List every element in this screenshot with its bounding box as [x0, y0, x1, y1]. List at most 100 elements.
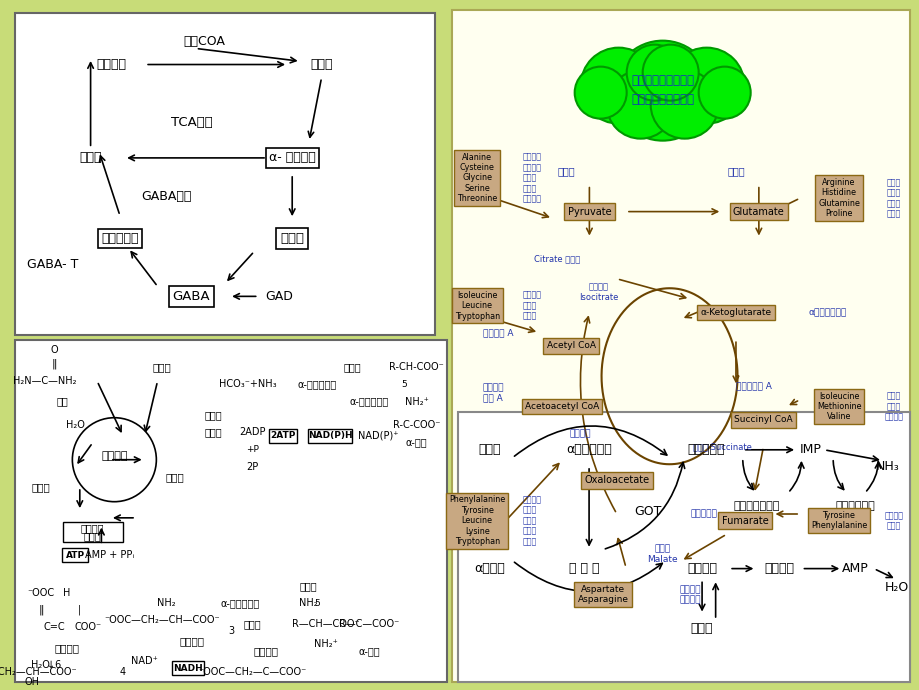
Circle shape: [650, 70, 718, 139]
Text: 琥珀酸辅酶 A: 琥珀酸辅酶 A: [735, 382, 771, 391]
Text: 氨基甲: 氨基甲: [205, 411, 222, 420]
Text: NH₂: NH₂: [299, 598, 318, 609]
Text: ‖: ‖: [51, 359, 57, 369]
Text: ATP: ATP: [66, 551, 85, 560]
Text: 精氨酸代: 精氨酸代: [81, 524, 105, 533]
Text: Succinyl CoA: Succinyl CoA: [733, 415, 792, 424]
Text: TCA循环: TCA循环: [170, 116, 212, 129]
Text: 天门冬氨酸: 天门冬氨酸: [687, 443, 724, 456]
Text: Isoleucine
Methionine
Valine: Isoleucine Methionine Valine: [816, 392, 860, 422]
Text: H: H: [63, 588, 71, 598]
Text: 2ADP: 2ADP: [239, 427, 266, 437]
Text: 延胡索酸: 延胡索酸: [54, 643, 79, 653]
FancyBboxPatch shape: [451, 10, 909, 682]
Text: 乙酰辅酶 A: 乙酰辅酶 A: [482, 328, 513, 337]
FancyBboxPatch shape: [458, 412, 909, 682]
Text: 谷氨酸: 谷氨酸: [280, 232, 304, 245]
Text: 乌氨酸: 乌氨酸: [153, 362, 171, 373]
Text: Glutamate: Glutamate: [732, 206, 784, 217]
FancyBboxPatch shape: [15, 13, 435, 335]
Text: C=C: C=C: [43, 622, 64, 632]
Text: NH₂⁺: NH₂⁺: [404, 397, 428, 406]
Text: GABA- T: GABA- T: [27, 257, 78, 270]
Text: α-酮代戊二酸: α-酮代戊二酸: [349, 397, 389, 406]
Text: ↓6: ↓6: [47, 660, 61, 670]
Text: 天冬氨酸: 天冬氨酸: [179, 636, 204, 646]
Text: R-C-COO⁻: R-C-COO⁻: [392, 420, 440, 431]
Text: NAD(P)H: NAD(P)H: [308, 431, 352, 440]
Text: α-酮代戊二酸: α-酮代戊二酸: [220, 598, 259, 609]
Text: Tyrosine
Phenylalanine: Tyrosine Phenylalanine: [810, 511, 867, 531]
Text: Fumarate: Fumarate: [721, 515, 767, 526]
Text: 氨基酸: 氨基酸: [343, 362, 360, 373]
Text: NH₃: NH₃: [875, 460, 898, 473]
Text: R—CH—COO⁻: R—CH—COO⁻: [292, 619, 359, 629]
Text: H₂N—C—NH₂: H₂N—C—NH₂: [14, 376, 77, 386]
Text: 异柠檬酸
Isocitrate: 异柠檬酸 Isocitrate: [578, 282, 618, 302]
Text: Acetoacetyl CoA: Acetoacetyl CoA: [524, 402, 598, 411]
Text: 苯丙氨酸
酪氨酸
亮氨酸
赖氨酸
色氨酸: 苯丙氨酸 酪氨酸 亮氨酸 赖氨酸 色氨酸: [522, 495, 541, 546]
Text: α- 酮戊二酸: α- 酮戊二酸: [268, 151, 315, 164]
Text: Acetyl CoA: Acetyl CoA: [546, 342, 595, 351]
FancyBboxPatch shape: [172, 661, 204, 676]
Text: 腺苷酸代琥珀酸: 腺苷酸代琥珀酸: [732, 502, 778, 511]
Text: R-CH-COO⁻: R-CH-COO⁻: [389, 362, 444, 373]
Text: 草酰乙酸: 草酰乙酸: [569, 429, 590, 438]
Text: 4: 4: [119, 667, 126, 677]
Text: α-Ketoglutarate: α-Ketoglutarate: [699, 308, 771, 317]
Circle shape: [606, 70, 674, 139]
Text: 谷氨酸: 谷氨酸: [244, 619, 261, 629]
Text: GOT: GOT: [633, 505, 661, 518]
Circle shape: [642, 45, 698, 101]
Text: 氨基酸: 氨基酸: [478, 443, 500, 456]
Text: 苹果酸: 苹果酸: [690, 622, 712, 635]
Text: GABA旁路: GABA旁路: [141, 190, 191, 203]
Text: 氨基酸: 氨基酸: [300, 581, 317, 591]
Text: ⁻OOC—CH₂—C—COO⁻: ⁻OOC—CH₂—C—COO⁻: [199, 667, 306, 677]
Text: 草酰乙酸: 草酰乙酸: [96, 58, 127, 71]
Text: α-酮酸: α-酮酸: [358, 647, 380, 656]
Text: 氨基酸碳架进入三羧: 氨基酸碳架进入三羧: [630, 74, 694, 87]
Text: 丙酮酸: 丙酮酸: [557, 166, 574, 176]
Text: Isoleucine
Leucine
Tryptophan: Isoleucine Leucine Tryptophan: [454, 290, 499, 321]
Text: α－酮酸: α－酮酸: [474, 562, 505, 575]
Text: 酰磷酸: 酰磷酸: [205, 427, 222, 437]
Text: 延胡索酸: 延胡索酸: [763, 562, 793, 575]
Circle shape: [612, 41, 712, 141]
Text: 尿素: 尿素: [57, 397, 68, 406]
Text: Arginine
Histidine
Glutamine
Proline: Arginine Histidine Glutamine Proline: [817, 178, 859, 218]
Text: NAD⁺: NAD⁺: [131, 656, 158, 667]
FancyBboxPatch shape: [15, 340, 447, 682]
Text: Citrate 柠檬酸: Citrate 柠檬酸: [534, 254, 580, 263]
Text: 草酰乙酸: 草酰乙酸: [686, 562, 716, 575]
Text: 5: 5: [401, 380, 406, 389]
Text: Pyruvate: Pyruvate: [567, 206, 610, 217]
Text: H₂O: H₂O: [66, 420, 85, 431]
Text: 鸟氨酸: 鸟氨酸: [31, 482, 51, 492]
Text: GABA: GABA: [173, 290, 210, 303]
Text: α－酮戊二酸: α－酮戊二酸: [565, 443, 611, 456]
Text: 柠檬酸: 柠檬酸: [310, 58, 333, 71]
Text: Phenylalanine
Tyrosine
Leucine
Lysine
Tryptophan: Phenylalanine Tyrosine Leucine Lysine Tr…: [448, 495, 505, 546]
Text: NADH: NADH: [173, 664, 202, 673]
Text: 腺苷酸脱氨酶: 腺苷酸脱氨酶: [835, 502, 875, 511]
Text: R—C—COO⁻: R—C—COO⁻: [339, 619, 399, 629]
Text: 瓜氨酸: 瓜氨酸: [165, 472, 184, 482]
Text: 琥珀酸半醛: 琥珀酸半醛: [101, 232, 139, 245]
Circle shape: [668, 48, 743, 124]
Text: 反丁烯二酸: 反丁烯二酸: [690, 509, 717, 518]
Text: ⁻OOC—CH₂—CH—COO⁻: ⁻OOC—CH₂—CH—COO⁻: [0, 667, 77, 677]
Text: 琥珀酸: 琥珀酸: [79, 151, 102, 164]
Text: IMP: IMP: [799, 443, 821, 456]
Text: HCO₃⁻+NH₃: HCO₃⁻+NH₃: [220, 380, 277, 389]
Text: NAD(P)⁺: NAD(P)⁺: [357, 431, 398, 441]
Text: 氨基丙酸
半胱氨酸
甘氨酸
丝氨酸
是宁氨酸: 氨基丙酸 半胱氨酸 甘氨酸 丝氨酸 是宁氨酸: [522, 152, 541, 204]
Text: 2ATP: 2ATP: [270, 431, 295, 440]
Text: O: O: [50, 345, 58, 355]
Circle shape: [574, 67, 626, 119]
FancyBboxPatch shape: [308, 428, 352, 443]
Text: AMP + PPᵢ: AMP + PPᵢ: [85, 551, 134, 560]
Text: 琥珀酸 Succinate: 琥珀酸 Succinate: [692, 442, 751, 451]
Circle shape: [73, 417, 156, 502]
Text: |: |: [78, 605, 82, 615]
